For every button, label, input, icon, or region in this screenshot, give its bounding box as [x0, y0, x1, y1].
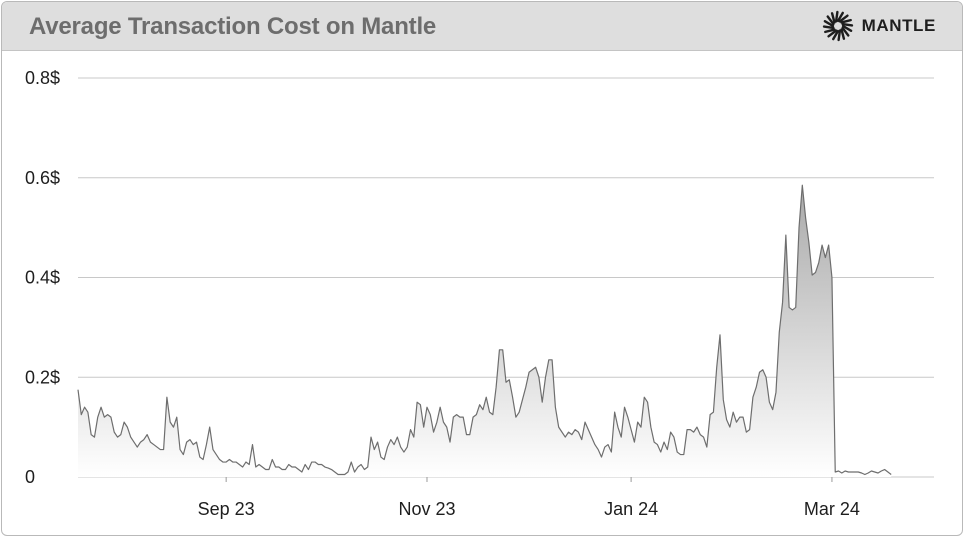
logo-ray [840, 22, 853, 27]
y-tick-label: 0.4$ [25, 268, 60, 288]
logo-ray [836, 11, 844, 23]
brand: MANTLE [822, 10, 936, 42]
logo-ray [834, 10, 839, 23]
logo-ray [830, 12, 836, 24]
x-axis-labels: Sep 23 Nov 23 Jan 24 Mar 24 [198, 477, 860, 519]
x-tick-label: Sep 23 [198, 499, 255, 519]
logo-ray [823, 19, 834, 28]
logo-ray [831, 29, 839, 41]
x-tick-label: Mar 24 [804, 499, 860, 519]
y-tick-label: 0 [25, 467, 35, 487]
brand-name: MANTLE [861, 16, 936, 35]
chart-title: Average Transaction Cost on Mantle [29, 13, 437, 40]
logo-ray [838, 14, 849, 23]
series-area [78, 185, 892, 478]
logo-ray [841, 24, 852, 33]
y-axis-labels: 0 0.2$ 0.4$ 0.6$ 0.8$ [25, 68, 60, 487]
y-tick-label: 0.8$ [25, 68, 60, 88]
y-tick-label: 0.2$ [25, 367, 60, 387]
logo-ray [839, 28, 845, 40]
x-tick-label: Nov 23 [398, 499, 455, 519]
logo-ray [836, 29, 841, 42]
x-tick-label: Jan 24 [604, 499, 658, 519]
series-line [77, 184, 892, 476]
logo-ray [839, 18, 852, 24]
y-tick-label: 0.6$ [25, 168, 60, 188]
logo-ray [826, 15, 835, 26]
logo-ray [840, 26, 850, 37]
logo-ray [823, 28, 836, 34]
chart-header: Average Transaction Cost on Mantle MANTL… [2, 2, 962, 51]
logo-ray [822, 25, 835, 30]
mantle-logo-icon [822, 10, 853, 42]
logo-ray [826, 29, 837, 38]
